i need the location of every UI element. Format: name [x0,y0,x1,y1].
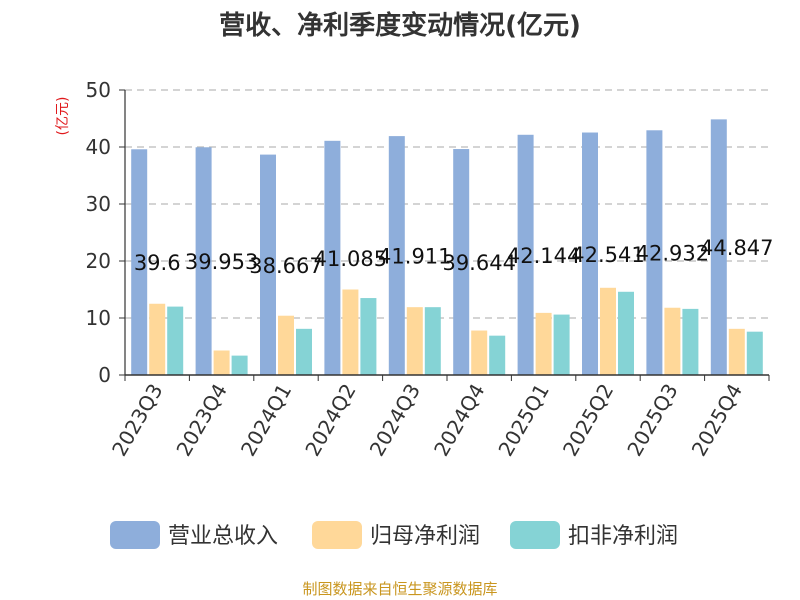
legend-label[interactable]: 扣非净利润 [568,524,678,549]
bar-net-profit[interactable] [471,330,488,375]
grid-lines [125,89,769,319]
bar-deducted-net-profit[interactable] [682,308,699,375]
bar-revenue[interactable] [582,132,598,375]
bar-net-profit[interactable] [278,315,294,375]
bar-revenue[interactable] [453,149,470,375]
revenue-value-label: 41.911 [378,245,451,269]
bar-deducted-net-profit[interactable] [231,355,248,375]
x-tick-label: 2025Q1 [493,380,553,461]
x-tick-label: 2025Q4 [687,380,747,461]
bar-net-profit[interactable] [342,289,359,376]
bar-revenue[interactable] [646,130,663,375]
bar-net-profit[interactable] [664,307,681,375]
bar-net-profit[interactable] [149,303,166,375]
bar-deducted-net-profit[interactable] [618,291,634,375]
bar-deducted-net-profit[interactable] [424,307,441,375]
bar-net-profit[interactable] [213,350,230,375]
bar-net-profit[interactable] [406,307,423,375]
y-tick-label: 20 [86,249,111,273]
chart-title: 营收、净利季度变动情况(亿元) [219,10,581,41]
revenue-value-label: 42.541 [571,243,644,267]
x-tick-label: 2024Q1 [236,380,296,461]
revenue-value-label: 41.085 [314,247,387,271]
bar-deducted-net-profit[interactable] [167,306,184,375]
x-tick-label: 2025Q3 [622,380,682,461]
bar-net-profit[interactable] [728,328,745,375]
revenue-value-label: 42.144 [507,244,580,268]
bar-deducted-net-profit[interactable] [746,331,763,375]
x-tick-label: 2024Q3 [365,380,425,461]
legend-label[interactable]: 归母净利润 [370,524,480,549]
legend-swatch[interactable] [312,521,362,549]
bar-deducted-net-profit[interactable] [489,335,506,375]
y-tick-label: 30 [86,192,111,216]
revenue-value-label: 42.932 [636,242,709,266]
bar-revenue[interactable] [388,136,405,375]
bars-group [131,119,763,375]
bar-revenue[interactable] [195,147,212,375]
bar-revenue[interactable] [710,119,727,375]
revenue-value-label: 39.644 [442,251,515,275]
data-labels: 39.6 39.95338.66741.08541.91139.64442.144… [134,236,774,278]
bar-net-profit[interactable] [535,312,552,375]
revenue-value-label: 39.953 [185,250,258,274]
bar-net-profit[interactable] [600,287,616,375]
bar-revenue[interactable] [260,154,276,375]
legend[interactable]: 营业总收入 归母净利润 扣非净利润 [110,521,678,549]
revenue-value-label: 39.6 [134,251,181,275]
bar-deducted-net-profit[interactable] [296,328,312,375]
legend-swatch[interactable] [510,521,560,549]
y-tick-label: 0 [98,363,111,387]
x-tick-label: 2024Q2 [300,380,360,461]
y-tick-label: 40 [86,135,111,159]
bar-revenue[interactable] [324,140,341,375]
revenue-value-label: 44.847 [700,236,773,260]
legend-label[interactable]: 营业总收入 [168,524,278,549]
bar-revenue[interactable] [131,149,148,375]
legend-swatch[interactable] [110,521,160,549]
bar-deducted-net-profit[interactable] [360,298,377,375]
x-tick-label: 2024Q4 [429,380,489,461]
y-axis-unit-label: (亿元) [55,97,71,136]
x-tick-label: 2023Q4 [171,380,231,461]
y-tick-label: 50 [86,78,111,102]
y-tick-label: 10 [86,306,111,330]
revenue-value-label: 38.667 [249,254,322,278]
bar-revenue[interactable] [517,134,534,375]
x-tick-label: 2023Q3 [107,380,167,461]
source-note: 制图数据来自恒生聚源数据库 [302,580,497,598]
x-tick-label: 2025Q2 [558,380,618,461]
bar-deducted-net-profit[interactable] [553,314,570,375]
